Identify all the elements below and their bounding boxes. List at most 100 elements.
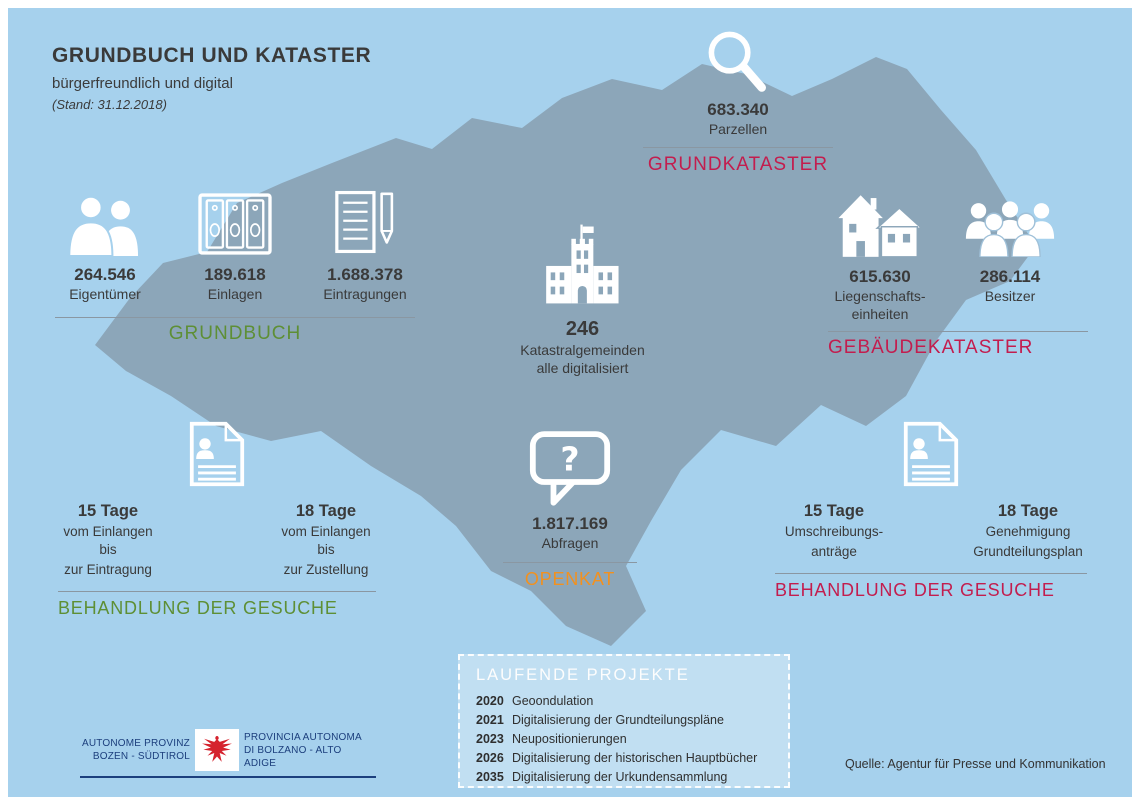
stat-value: 286.114 xyxy=(979,267,1041,286)
logo-text-line: BOZEN - SÜDTIROL xyxy=(92,751,190,762)
stat-value: 18 Tage xyxy=(295,502,357,520)
project-year: 2020 xyxy=(476,694,504,708)
project-year: 2035 xyxy=(476,770,504,784)
stat-label-line1: Liegenschafts- xyxy=(834,288,926,304)
project-year: 2026 xyxy=(476,751,504,765)
logo-text-line: DI BOLZANO - ALTO ADIGE xyxy=(244,744,342,769)
stat-label-line2: einheiten xyxy=(851,306,909,322)
page-title: GRUNDBUCH UND KATASTER xyxy=(52,44,372,67)
stat-liegenschaftseinheiten: 615.630 Liegenschafts- einheiten xyxy=(828,183,932,323)
project-item: 2020 Geoondulation xyxy=(476,692,778,711)
stat-besitzer: 286.114 Besitzer xyxy=(932,183,1088,323)
stat-label-line2: zur Eintragung xyxy=(64,562,152,577)
projects-box: LAUFENDE PROJEKTE 2020 Geoondulation 202… xyxy=(458,654,790,788)
svg-text:?: ? xyxy=(560,439,579,478)
stat-label: Einlagen xyxy=(207,286,263,302)
stat-einlagen: 189.618 Einlagen xyxy=(155,186,315,303)
stat-label: Eigentümer xyxy=(69,286,141,302)
stat-label-line1: vom Einlangen bis xyxy=(281,524,371,557)
document-person-icon xyxy=(158,420,276,579)
stat-value: 615.630 xyxy=(849,267,911,286)
logo-text-line: PROVINCIA AUTONOMA xyxy=(244,731,362,743)
houses-icon xyxy=(828,183,932,257)
stat-value: 264.546 xyxy=(74,265,136,284)
project-text: Digitalisierung der Grundteilungspläne xyxy=(512,713,724,727)
stat-label-line1: Umschreibungs- xyxy=(784,524,884,539)
building-icon xyxy=(495,222,670,304)
stat-label-line2: Grundteilungsplan xyxy=(973,544,1083,559)
section-heading: GEBÄUDEKATASTER xyxy=(828,337,1034,358)
divider xyxy=(503,562,637,563)
section-gesuche-rechts: 15 Tage Umschreibungs- anträge 18 Tage G… xyxy=(775,420,1087,601)
stat-value: 15 Tage xyxy=(803,502,865,520)
project-year: 2021 xyxy=(476,713,504,727)
project-item: 2035 Digitalisierung der Urkundensammlun… xyxy=(476,768,778,787)
divider xyxy=(775,573,1087,574)
section-grundkataster: 683.340 Parzellen GRUNDKATASTER xyxy=(643,24,833,176)
section-heading: BEHANDLUNG DER GESUCHE xyxy=(775,580,1055,600)
divider xyxy=(643,147,833,148)
stat-eintragungen: 1.688.378 Eintragungen xyxy=(315,186,415,303)
stat-label-line1: Katastralgemeinden xyxy=(520,342,645,358)
project-text: Digitalisierung der historischen Hauptbü… xyxy=(512,751,758,765)
section-gebaeudekataster: 615.630 Liegenschafts- einheiten xyxy=(828,183,1088,359)
binders-icon xyxy=(155,186,315,256)
section-katastralgemeinden: 246 Katastralgemeinden alle digitalisier… xyxy=(495,222,670,377)
people-pair-icon xyxy=(55,186,155,256)
project-item: 2021 Digitalisierung der Grundteilungspl… xyxy=(476,711,778,730)
stat-18-tage: 18 Tage vom Einlangen bis zur Zustellung xyxy=(276,420,376,579)
magnifier-icon xyxy=(643,24,833,96)
province-logo: AUTONOME PROVINZ BOZEN - SÜDTIROL PROVIN… xyxy=(80,729,376,778)
section-openkat: ? 1.817.169 Abfragen OPENKAT xyxy=(495,428,645,590)
projects-list: 2020 Geoondulation 2021 Digitalisierung … xyxy=(476,692,778,787)
project-year: 2023 xyxy=(476,732,504,746)
document-pen-icon xyxy=(315,186,415,256)
stat-eigentuemer: 264.546 Eigentümer xyxy=(55,186,155,303)
section-heading: OPENKAT xyxy=(524,569,616,589)
stat-value: 1.688.378 xyxy=(327,265,403,284)
stat-label-line2: alle digitalisiert xyxy=(536,360,629,376)
stat-value: 1.817.169 xyxy=(532,514,608,533)
stat-value: 189.618 xyxy=(204,265,266,284)
stat-label-line1: Besitzer xyxy=(984,288,1036,304)
section-gesuche-links: 15 Tage vom Einlangen bis zur Eintragung… xyxy=(58,420,376,619)
stat-15-tage: 15 Tage Umschreibungs- anträge xyxy=(775,420,893,561)
stat-label: Abfragen xyxy=(541,535,599,551)
divider xyxy=(58,591,376,592)
question-bubble-icon: ? xyxy=(495,428,645,506)
project-text: Neupositionierungen xyxy=(512,732,627,746)
logo-text-italian: PROVINCIA AUTONOMA DI BOLZANO - ALTO ADI… xyxy=(244,731,376,770)
logo-text-line: AUTONOME PROVINZ xyxy=(81,738,190,749)
stat-value: 683.340 xyxy=(707,100,769,119)
stat-label-line2: zur Zustellung xyxy=(283,562,369,577)
project-item: 2023 Neupositionierungen xyxy=(476,730,778,749)
source-credit: Quelle: Agentur für Presse und Kommunika… xyxy=(845,757,1106,771)
document-person-icon xyxy=(893,420,969,561)
divider xyxy=(828,331,1088,332)
stat-value: 246 xyxy=(565,318,600,340)
section-grundbuch: 264.546 Eigentümer xyxy=(55,186,415,345)
project-item: 2026 Digitalisierung der historischen Ha… xyxy=(476,749,778,768)
date-note: (Stand: 31.12.2018) xyxy=(52,97,167,112)
section-heading: BEHANDLUNG DER GESUCHE xyxy=(58,598,338,618)
stat-label-line2: anträge xyxy=(811,544,857,559)
logo-text-german: AUTONOME PROVINZ BOZEN - SÜDTIROL xyxy=(80,737,190,763)
stat-15-tage: 15 Tage vom Einlangen bis zur Eintragung xyxy=(58,420,158,579)
stat-18-tage: 18 Tage Genehmigung Grundteilungsplan xyxy=(969,420,1087,561)
stat-value: 18 Tage xyxy=(997,502,1059,520)
stat-label-line1: vom Einlangen bis xyxy=(63,524,153,557)
project-text: Digitalisierung der Urkundensammlung xyxy=(512,770,728,784)
logo-underline xyxy=(80,776,376,778)
stat-value: 15 Tage xyxy=(77,502,139,520)
page-subtitle: bürgerfreundlich und digital xyxy=(52,75,233,92)
project-text: Geoondulation xyxy=(512,694,594,708)
stat-label: Parzellen xyxy=(708,121,768,137)
people-group-icon xyxy=(932,183,1088,257)
section-heading: GRUNDBUCH xyxy=(168,323,302,344)
tyrolean-eagle-crest-icon xyxy=(195,729,239,771)
header: GRUNDBUCH UND KATASTER bürgerfreundlich … xyxy=(52,44,371,112)
projects-title: LAUFENDE PROJEKTE xyxy=(476,666,690,684)
stat-label: Eintragungen xyxy=(323,286,407,302)
